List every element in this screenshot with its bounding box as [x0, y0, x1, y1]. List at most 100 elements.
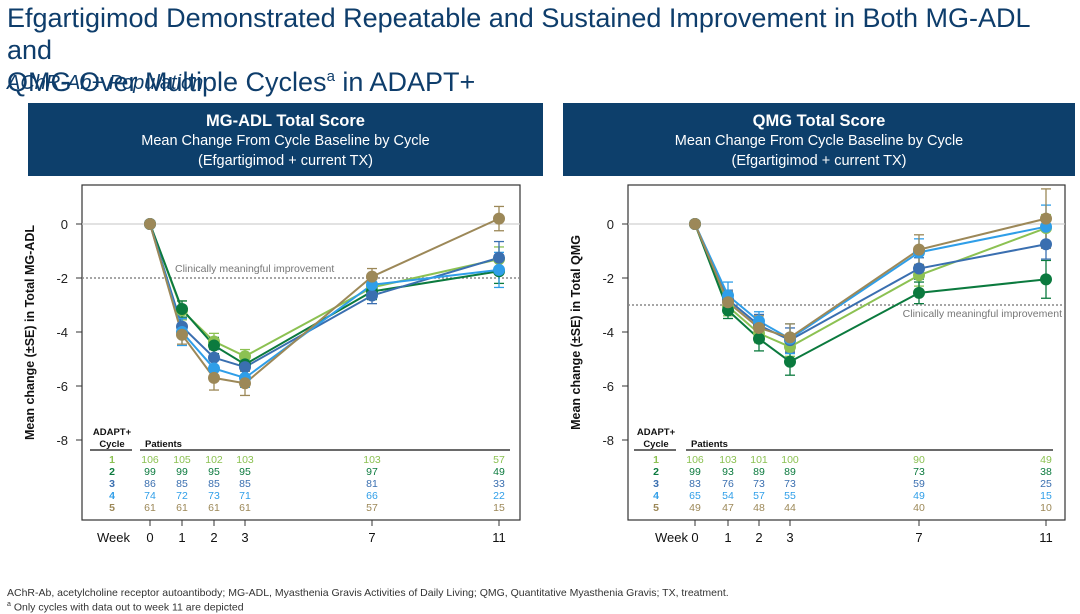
qmg-line-cycle-5 [694, 217, 1047, 339]
mgadl-table-count: 85 [208, 478, 220, 490]
qmg-plot-frame [627, 184, 1066, 521]
mgadl-panel-title: MG-ADL Total Score [206, 112, 365, 130]
mgadl-table-count: 86 [144, 478, 156, 490]
slide-title-line2: QMG Over Multiple Cyclesa in ADAPT+ [7, 66, 1077, 98]
mgadl-reference-label: Clinically meaningful improvement [175, 263, 334, 275]
mgadl-ytick-label: -6 [56, 379, 68, 394]
footnote-a: a Only cycles with data out to week 11 a… [7, 601, 244, 614]
mgadl-point-cycle-5-week-11 [493, 212, 505, 225]
mgadl-point-cycle-5-week-0 [144, 218, 156, 230]
slide-title-line1: Efgartigimod Demonstrated Repeatable and… [7, 3, 1030, 65]
qmg-series-cycle-3 [694, 223, 1051, 353]
qmg-point-cycle-5-week-0 [689, 218, 701, 230]
qmg-xtick-label: 1 [724, 530, 731, 545]
qmg-point-cycle-2-week-2 [753, 332, 765, 345]
mgadl-point-cycle-2-week-1 [176, 303, 188, 316]
mgadl-table-count: 102 [205, 454, 223, 466]
qmg-table-cycle-label: 4 [653, 490, 659, 502]
mgadl-table-count: 57 [493, 454, 505, 466]
qmg-point-cycle-2-week-11 [1040, 273, 1052, 286]
qmg-table-count: 73 [913, 466, 925, 478]
mgadl-plot-frame [81, 184, 521, 521]
mgadl-table-count: 66 [366, 490, 378, 502]
mgadl-line-cycle-2 [149, 223, 500, 366]
mgadl-x-axis-label: Week [97, 530, 130, 545]
qmg-table-count: 25 [1040, 478, 1052, 490]
qmg-series-cycle-5 [694, 188, 1051, 352]
qmg-table-header-cycle: Cycle [643, 439, 668, 450]
qmg-panel-title: QMG Total Score [752, 112, 886, 130]
mgadl-line-cycle-5 [149, 217, 500, 385]
mgadl-table-count: 97 [366, 466, 378, 478]
qmg-table-count: 44 [784, 502, 796, 514]
mgadl-table-count: 61 [208, 502, 220, 514]
mgadl-table-cycle-label: 2 [109, 466, 115, 478]
mgadl-point-cycle-3-week-3 [239, 361, 251, 374]
mgadl-ytick-label: -4 [56, 325, 68, 340]
qmg-table-count: 76 [722, 478, 734, 490]
qmg-ytick-label: -6 [602, 379, 614, 394]
mgadl-table-cycle-label: 4 [109, 490, 115, 502]
mgadl-table-count: 61 [176, 502, 188, 514]
qmg-table-count: 55 [784, 490, 796, 502]
mgadl-table-header-cycle: Cycle [99, 439, 124, 450]
qmg-table-count: 65 [689, 490, 701, 502]
mgadl-point-cycle-5-week-2 [208, 371, 220, 384]
mgadl-point-cycle-4-week-2 [208, 362, 220, 375]
slide-title: Efgartigimod Demonstrated Repeatable and… [7, 2, 1077, 98]
qmg-table-header-patients: Patients [691, 439, 728, 450]
qmg-xtick-label: 7 [915, 530, 922, 545]
qmg-point-cycle-2-week-7 [913, 286, 925, 299]
qmg-ytick-label: -8 [602, 433, 614, 448]
mgadl-table-count: 103 [363, 454, 381, 466]
qmg-y-axis-label: Mean change (±SE) in Total QMG [569, 235, 583, 430]
qmg-panel-subtitle2: (Efgartigimod + current TX) [731, 153, 907, 169]
qmg-table-count: 89 [753, 466, 765, 478]
qmg-table-cycle-label: 3 [653, 478, 659, 490]
mgadl-table-count: 105 [173, 454, 191, 466]
qmg-line-cycle-1 [694, 223, 1047, 348]
qmg-table-count: 99 [689, 466, 701, 478]
mgadl-table-count: 33 [493, 478, 505, 490]
mgadl-ytick-label: -8 [56, 433, 68, 448]
qmg-table-count: 59 [913, 478, 925, 490]
qmg-table-cycle-label: 5 [653, 502, 659, 514]
qmg-x-axis-label: Week [655, 530, 688, 545]
qmg-point-cycle-3-week-11 [1040, 238, 1052, 251]
qmg-table-count: 73 [753, 478, 765, 490]
qmg-table-header-adapt: ADAPT+ [637, 427, 676, 438]
qmg-point-cycle-5-week-3 [784, 331, 796, 344]
mgadl-table-count: 15 [493, 502, 505, 514]
qmg-point-cycle-5-week-1 [722, 296, 734, 309]
mgadl-point-cycle-4-week-11 [493, 263, 505, 276]
mgadl-ytick-label: 0 [61, 217, 68, 232]
mgadl-table-count: 49 [493, 466, 505, 478]
mgadl-xtick-label: 2 [210, 530, 217, 545]
mgadl-point-cycle-3-week-7 [366, 289, 378, 302]
qmg-xtick-label: 3 [786, 530, 793, 545]
mgadl-table-header-adapt: ADAPT+ [93, 427, 132, 438]
mgadl-table-count: 57 [366, 502, 378, 514]
mgadl-table-count: 22 [493, 490, 505, 502]
mgadl-table-count: 103 [236, 454, 254, 466]
mgadl-table-count: 99 [144, 466, 156, 478]
qmg-ytick-label: -2 [602, 271, 614, 286]
qmg-panel-subtitle: Mean Change From Cycle Baseline by Cycle [674, 133, 964, 149]
mgadl-table-cycle-label: 1 [109, 454, 115, 466]
mgadl-xtick-label: 3 [241, 530, 248, 545]
qmg-table-count: 49 [689, 502, 701, 514]
qmg-point-cycle-3-week-7 [913, 262, 925, 275]
qmg-point-cycle-2-week-3 [784, 355, 796, 368]
mgadl-table-count: 61 [144, 502, 156, 514]
mgadl-y-axis-label: Mean change (±SE) in Total MG-ADL [23, 225, 37, 440]
title-line2-suffix: in ADAPT+ [334, 67, 476, 97]
mgadl-table-count: 72 [176, 490, 188, 502]
mgadl-xtick-label: 0 [146, 530, 153, 545]
qmg-table-count: 83 [689, 478, 701, 490]
footnote-abbreviations: AChR-Ab, acetylcholine receptor autoanti… [7, 587, 729, 599]
qmg-table-count: 100 [781, 454, 799, 466]
mgadl-point-cycle-5-week-3 [239, 377, 251, 390]
mgadl-table-count: 106 [141, 454, 159, 466]
qmg-table-cycle-label: 2 [653, 466, 659, 478]
mgadl-xtick-label: 1 [178, 530, 185, 545]
